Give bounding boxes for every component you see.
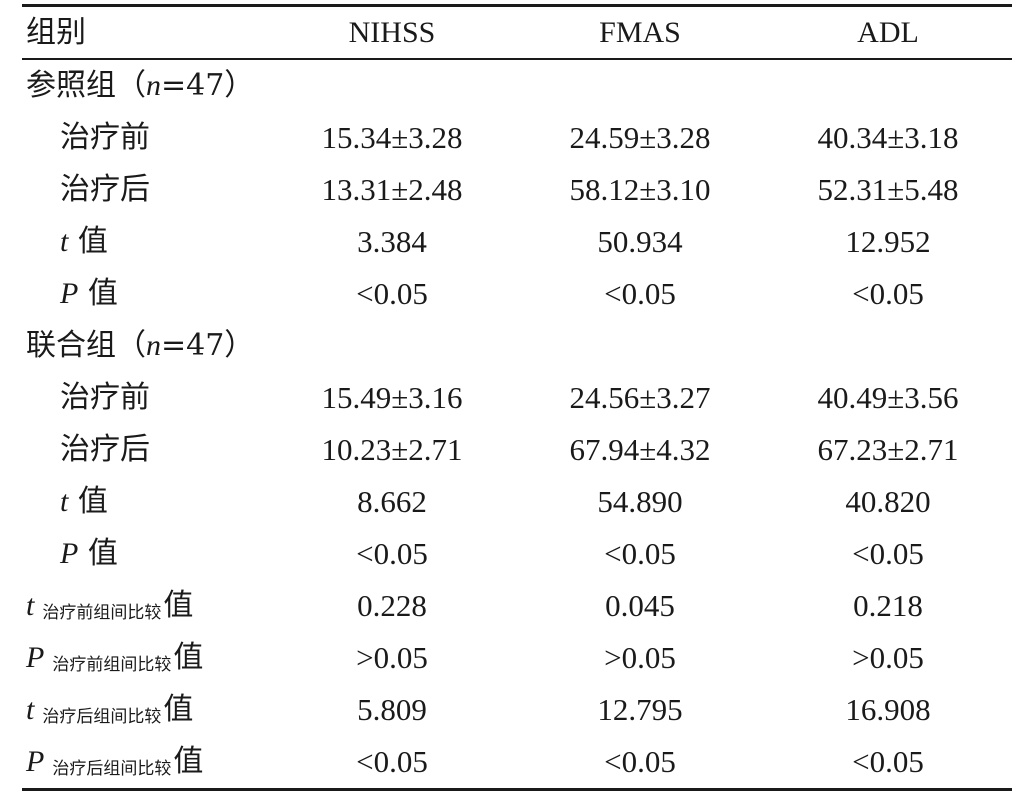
cell-adl: 67.23±2.71	[817, 432, 959, 467]
group-title-row: 联合组（n=47）	[0, 320, 1024, 372]
row-label: t 值	[60, 484, 108, 519]
group-title: 参照组（n=47）	[26, 68, 255, 103]
cell-nihss: 15.49±3.16	[321, 380, 463, 415]
cell-nihss: 5.809	[357, 692, 427, 727]
cell-fmas: 12.795	[597, 692, 683, 727]
table-row: 治疗后 10.23±2.71 67.94±4.32 67.23±2.71	[0, 424, 1024, 476]
header-nihss: NIHSS	[348, 16, 436, 49]
cell-fmas: <0.05	[604, 536, 676, 571]
row-label: P 治疗后组间比较值	[26, 744, 204, 779]
table-row: P 值 <0.05 <0.05 <0.05	[0, 528, 1024, 580]
comparison-row: t 治疗后组间比较值 5.809 12.795 16.908	[0, 684, 1024, 736]
comparison-row: P 治疗前组间比较值 >0.05 >0.05 >0.05	[0, 632, 1024, 684]
cell-nihss: <0.05	[356, 536, 428, 571]
cell-adl: 40.49±3.56	[817, 380, 959, 415]
header-adl: ADL	[857, 16, 919, 49]
header-fmas: FMAS	[599, 16, 681, 49]
cell-adl: 12.952	[845, 224, 931, 259]
cell-fmas: <0.05	[604, 744, 676, 779]
cell-adl: 52.31±5.48	[817, 172, 959, 207]
cell-fmas: <0.05	[604, 276, 676, 311]
cell-adl: <0.05	[852, 276, 924, 311]
cell-fmas: 0.045	[605, 588, 675, 623]
row-label: 治疗后	[60, 432, 150, 467]
cell-nihss: >0.05	[356, 640, 428, 675]
row-label: P 治疗前组间比较值	[26, 640, 204, 675]
cell-adl: 0.218	[853, 588, 923, 623]
cell-adl: <0.05	[852, 744, 924, 779]
comparison-row: t 治疗前组间比较值 0.228 0.045 0.218	[0, 580, 1024, 632]
row-label: t 治疗前组间比较值	[26, 588, 194, 623]
table-row: 治疗后 13.31±2.48 58.12±3.10 52.31±5.48	[0, 164, 1024, 216]
cell-nihss: 0.228	[357, 588, 427, 623]
cell-fmas: 54.890	[597, 484, 683, 519]
row-label: P 值	[60, 536, 118, 571]
cell-fmas: 24.59±3.28	[569, 120, 711, 155]
cell-fmas: >0.05	[604, 640, 676, 675]
comparison-row: P 治疗后组间比较值 <0.05 <0.05 <0.05	[0, 736, 1024, 788]
table-row: P 值 <0.05 <0.05 <0.05	[0, 268, 1024, 320]
cell-fmas: 50.934	[597, 224, 683, 259]
cell-fmas: 24.56±3.27	[569, 380, 711, 415]
table-bottom-rule	[22, 788, 1012, 791]
table-header-row: 组别 NIHSS FMAS ADL	[0, 7, 1024, 59]
cell-adl: 40.820	[845, 484, 931, 519]
cell-fmas: 67.94±4.32	[569, 432, 711, 467]
table-top-rule	[22, 4, 1012, 7]
table-row: t 值 8.662 54.890 40.820	[0, 476, 1024, 528]
cell-nihss: 13.31±2.48	[321, 172, 463, 207]
cell-nihss: <0.05	[356, 744, 428, 779]
row-label: t 值	[60, 224, 108, 259]
cell-nihss: 3.384	[357, 224, 427, 259]
row-label: 治疗后	[60, 172, 150, 207]
cell-adl: <0.05	[852, 536, 924, 571]
cell-nihss: <0.05	[356, 276, 428, 311]
row-label: t 治疗后组间比较值	[26, 692, 194, 727]
table-row: 治疗前 15.49±3.16 24.56±3.27 40.49±3.56	[0, 372, 1024, 424]
header-group: 组别	[26, 15, 86, 50]
group-title-row: 参照组（n=47）	[0, 60, 1024, 112]
table-row: t 值 3.384 50.934 12.952	[0, 216, 1024, 268]
row-label: 治疗前	[60, 120, 150, 155]
group-title: 联合组（n=47）	[26, 328, 255, 363]
cell-adl: 16.908	[845, 692, 931, 727]
cell-nihss: 15.34±3.28	[321, 120, 463, 155]
table-row: 治疗前 15.34±3.28 24.59±3.28 40.34±3.18	[0, 112, 1024, 164]
cell-nihss: 10.23±2.71	[321, 432, 463, 467]
cell-nihss: 8.662	[357, 484, 427, 519]
row-label: 治疗前	[60, 380, 150, 415]
row-label: P 值	[60, 276, 118, 311]
cell-fmas: 58.12±3.10	[569, 172, 711, 207]
cell-adl: 40.34±3.18	[817, 120, 959, 155]
table-header-rule	[22, 58, 1012, 60]
cell-adl: >0.05	[852, 640, 924, 675]
